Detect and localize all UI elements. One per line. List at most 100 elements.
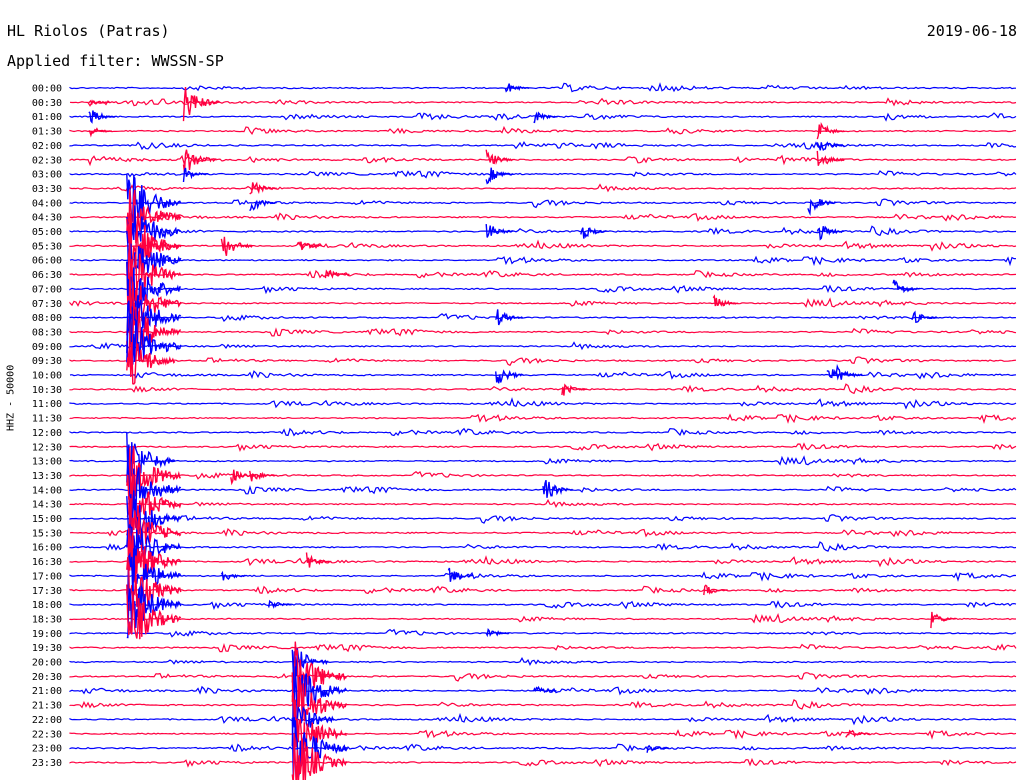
seismic-event — [126, 295, 182, 354]
seismic-event — [291, 672, 347, 726]
row-label: 18:00 — [32, 600, 62, 611]
row-label: 19:30 — [32, 643, 62, 654]
seismic-event — [495, 369, 525, 384]
row-label: 21:30 — [32, 701, 62, 712]
row-label: 15:00 — [32, 514, 62, 525]
row-label: 22:30 — [32, 729, 62, 740]
row-label: 22:00 — [32, 715, 62, 726]
trace-row-2030 — [69, 672, 1017, 682]
trace-row-1500 — [69, 514, 1017, 524]
row-label: 12:00 — [32, 428, 62, 439]
seismic-event — [249, 181, 277, 195]
seismic-event — [485, 167, 514, 185]
trace-row-1230 — [69, 442, 1017, 453]
trace-row-2130 — [69, 698, 1017, 710]
trace-row-2330 — [69, 757, 1017, 768]
seismic-event — [646, 744, 670, 753]
seismic-event — [305, 552, 332, 568]
seismic-event — [712, 294, 739, 307]
row-label: 04:00 — [32, 198, 62, 209]
row-label: 21:00 — [32, 686, 62, 697]
row-label: 07:30 — [32, 299, 62, 310]
date-label: 2019-06-18 — [926, 22, 1017, 40]
seismic-event — [835, 363, 863, 380]
trace-row-0930 — [69, 356, 1017, 367]
row-label: 14:00 — [32, 485, 62, 496]
seismic-event — [816, 141, 845, 152]
seismic-event — [88, 110, 116, 124]
seismic-event — [88, 127, 112, 138]
seismic-event — [807, 198, 837, 217]
row-label-group: 00:00 00:30 01:00 01:30 02:00 02:30 03:00 03:30… — [32, 84, 62, 769]
trace-row-1430 — [69, 499, 1017, 509]
seismic-event — [230, 469, 256, 486]
row-label: 20:30 — [32, 672, 62, 683]
row-label: 05:30 — [32, 241, 62, 252]
seismic-event — [126, 313, 182, 365]
trace-row-0700 — [69, 284, 1017, 295]
row-label: 23:00 — [32, 744, 62, 755]
seismic-event — [930, 611, 957, 629]
seismic-event — [495, 309, 524, 326]
filter-label: Applied filter: WWSSN-SP — [7, 52, 224, 70]
seismic-event — [126, 556, 182, 611]
seismic-event — [220, 570, 246, 581]
seismic-event — [126, 299, 182, 365]
seismic-event — [220, 236, 253, 256]
trace-row-1830 — [69, 612, 1016, 624]
trace-row-1130 — [69, 413, 1017, 425]
seismic-event — [182, 87, 220, 122]
seismic-event — [542, 479, 574, 498]
row-label: 13:30 — [32, 471, 62, 482]
row-label: 23:30 — [32, 758, 62, 769]
row-label: 09:00 — [32, 342, 62, 353]
trace-row-0730 — [69, 297, 1017, 308]
trace-row-2300 — [69, 743, 1017, 753]
seismic-event — [126, 205, 182, 250]
seismic-event — [249, 199, 278, 212]
row-label: 15:30 — [32, 528, 62, 539]
trace-row-0530 — [69, 239, 1017, 252]
trace-row-0230 — [69, 154, 1017, 167]
trace-row-2230 — [69, 729, 1017, 740]
trace-row-1200 — [69, 427, 1017, 437]
seismic-event — [911, 310, 937, 323]
seismic-event — [249, 470, 275, 482]
row-label: 06:00 — [32, 256, 62, 267]
seismic-event — [892, 279, 921, 294]
trace-row-0030 — [69, 97, 1017, 107]
event-group — [88, 83, 957, 780]
row-label: 13:00 — [32, 457, 62, 468]
row-label: 12:30 — [32, 442, 62, 453]
seismic-event — [126, 498, 182, 569]
trace-row-0300 — [69, 170, 1017, 179]
row-label: 06:30 — [32, 270, 62, 281]
seismic-event — [126, 432, 176, 477]
seismic-event — [182, 167, 209, 183]
trace-group — [69, 82, 1017, 768]
trace-row-1000 — [69, 370, 1017, 380]
trace-row-1930 — [69, 643, 1017, 653]
trace-row-0800 — [69, 313, 1017, 322]
seismic-event — [485, 149, 514, 166]
seismic-event — [145, 233, 180, 258]
trace-row-1800 — [69, 600, 1017, 610]
seismic-event — [126, 490, 182, 550]
row-label: 11:30 — [32, 414, 62, 425]
trace-row-0500 — [69, 225, 1017, 237]
trace-row-1330 — [69, 470, 1017, 480]
seismic-event — [268, 599, 292, 609]
row-label: 17:00 — [32, 571, 62, 582]
trace-row-1530 — [69, 528, 1017, 538]
seismic-event — [291, 692, 347, 758]
trace-row-1100 — [69, 397, 1017, 410]
row-label: 01:00 — [32, 112, 62, 123]
seismic-event — [291, 702, 335, 747]
seismic-event — [816, 150, 845, 166]
row-label: 16:00 — [32, 543, 62, 554]
trace-row-1630 — [69, 555, 1017, 568]
row-label: 19:00 — [32, 629, 62, 640]
trace-row-2000 — [69, 656, 1017, 666]
trace-row-0630 — [69, 269, 1017, 279]
trace-row-0130 — [69, 125, 1016, 136]
